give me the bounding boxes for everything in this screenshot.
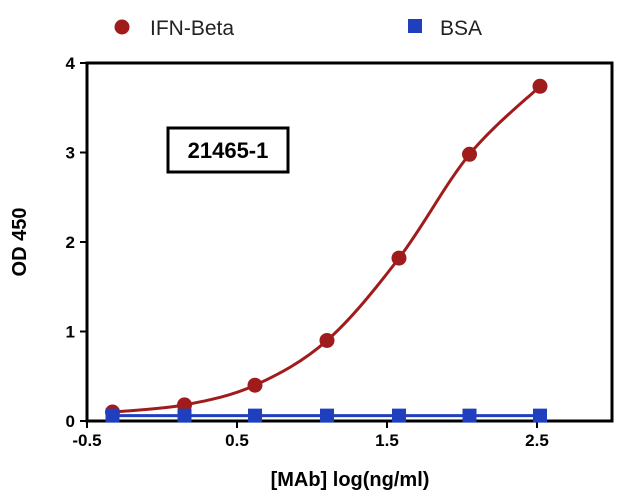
data-point-ifn-beta: [319, 332, 335, 348]
y-tick-label: 4: [66, 54, 76, 73]
data-point-ifn-beta: [462, 146, 477, 162]
y-tick-label: 0: [66, 412, 75, 431]
plot-frame: [85, 61, 614, 423]
annotation-frame: [166, 126, 290, 174]
series-layer: [105, 78, 548, 423]
data-point-ifn-beta: [391, 250, 407, 266]
legend-label-bsa: BSA: [440, 17, 482, 40]
data-point-bsa: [248, 408, 262, 423]
y-tick-label: 2: [66, 233, 75, 252]
data-point-bsa: [533, 408, 547, 423]
legend-marker-ifn-beta: [114, 19, 130, 35]
y-axis: 0 1 2 3 4: [66, 54, 87, 431]
data-point-bsa: [105, 408, 120, 423]
legend-label-ifn-beta: IFN-Beta: [150, 17, 234, 40]
x-tick-label: 1.5: [375, 431, 399, 450]
x-axis-title: [MAb] log(ng/ml): [271, 469, 430, 491]
y-axis-title: OD 450: [9, 208, 31, 277]
legend-marker-bsa: [408, 19, 422, 33]
annotation-box: 21465-1: [166, 126, 290, 174]
x-tick-label: 0.5: [225, 431, 249, 450]
x-axis: -0.5 0.5 1.5 2.5: [72, 421, 549, 450]
data-point-ifn-beta: [247, 377, 263, 393]
y-tick-label: 3: [66, 144, 75, 163]
x-tick-label: -0.5: [72, 431, 101, 450]
y-tick-label: 1: [66, 323, 75, 342]
data-point-bsa: [392, 408, 406, 423]
legend: IFN-Beta BSA: [114, 17, 482, 40]
plot-area: [85, 61, 614, 423]
annotation-label: 21465-1: [188, 138, 269, 163]
data-point-ifn-beta: [532, 78, 548, 94]
data-point-bsa: [177, 408, 192, 423]
data-point-bsa: [320, 408, 334, 423]
x-tick-label: 2.5: [525, 431, 549, 450]
series-bsa: [105, 408, 547, 423]
data-point-bsa: [462, 408, 477, 423]
